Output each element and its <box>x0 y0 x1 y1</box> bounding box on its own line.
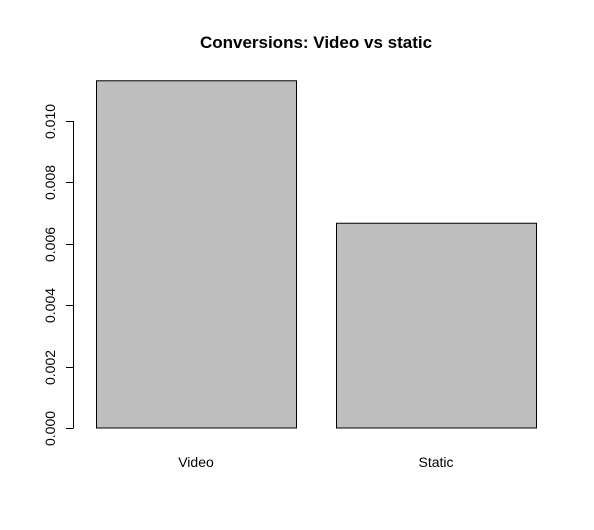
x-axis-labels: Video Static <box>178 454 453 470</box>
y-axis: 0.000 0.002 0.004 0.006 0.008 0.010 <box>42 104 74 446</box>
category-label-video: Video <box>178 454 214 470</box>
bar-video <box>96 80 297 429</box>
bars-group <box>96 80 537 429</box>
y-tick-label: 0.006 <box>42 227 58 262</box>
bar-static <box>336 222 537 429</box>
y-tick-label: 0.000 <box>42 411 58 446</box>
y-tick-label: 0.010 <box>42 104 58 139</box>
y-tick-label: 0.008 <box>42 165 58 200</box>
chart-title: Conversions: Video vs static <box>200 33 432 52</box>
y-tick-label: 0.002 <box>42 350 58 385</box>
category-label-static: Static <box>418 454 453 470</box>
y-tick-label: 0.004 <box>42 288 58 323</box>
